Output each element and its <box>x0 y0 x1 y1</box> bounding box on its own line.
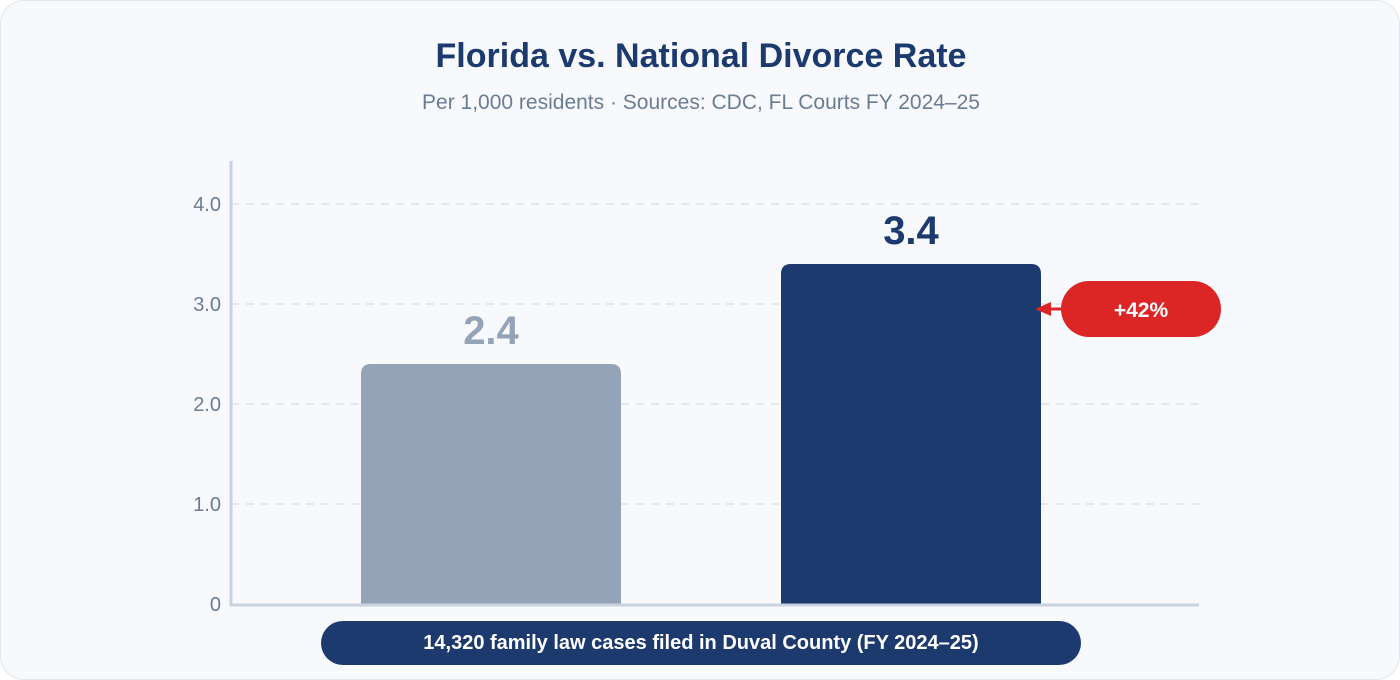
annotation-arrowhead-icon <box>1035 302 1051 316</box>
y-tick-label: 4.0 <box>193 194 221 216</box>
bar-value-label: 3.4 <box>883 209 939 253</box>
chart-subtitle: Per 1,000 residents · Sources: CDC, FL C… <box>422 91 980 114</box>
y-tick-label: 1.0 <box>193 494 221 516</box>
chart-title: Florida vs. National Divorce Rate <box>435 37 967 75</box>
bar <box>781 264 1041 604</box>
annotation-badge-label: +42% <box>1114 299 1169 322</box>
y-tick-label: 0 <box>210 594 221 616</box>
y-tick-label: 3.0 <box>193 294 221 316</box>
bar <box>361 364 621 604</box>
bar-value-label: 2.4 <box>463 309 519 353</box>
y-tick-label: 2.0 <box>193 394 221 416</box>
annotation-badge <box>1061 281 1221 337</box>
footer-banner: 14,320 family law cases filed in Duval C… <box>321 621 1081 665</box>
